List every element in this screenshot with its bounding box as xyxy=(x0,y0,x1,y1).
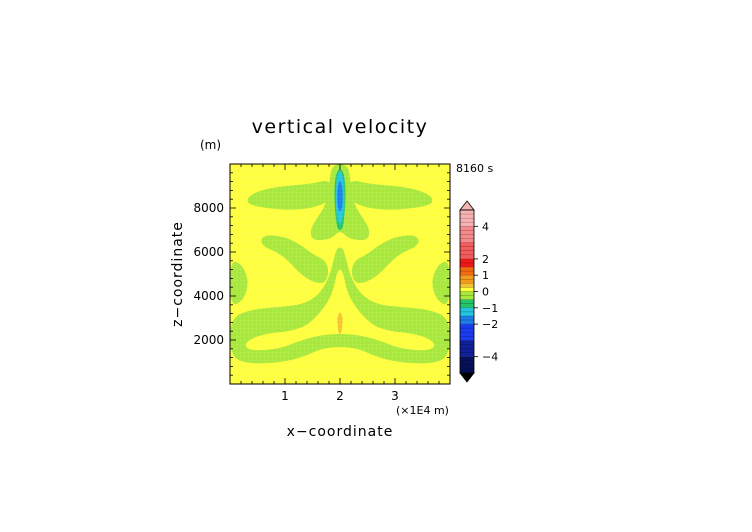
x-tick-label: 2 xyxy=(336,389,344,403)
y-unit-label: (m) xyxy=(200,138,221,152)
plot-grid-texture xyxy=(230,164,450,384)
x-axis-label: x−coordinate xyxy=(287,424,394,440)
colorbar-segment xyxy=(460,283,474,288)
chart-title: vertical velocity xyxy=(252,116,429,138)
colorbar-over-triangle xyxy=(459,200,475,211)
colorbar-label: 2 xyxy=(482,253,489,266)
colorbar-segment xyxy=(460,287,474,292)
y-tick-label: 6000 xyxy=(193,245,224,259)
colorbar-label: 0 xyxy=(482,286,489,299)
colorbar: 4 2 1 0 −1 −2 −4 xyxy=(459,200,498,383)
axis-ticks: 1 2 3 2000 4000 6000 8000 xyxy=(193,163,451,403)
time-label: 8160 s xyxy=(456,162,493,175)
colorbar-label: −2 xyxy=(482,318,498,331)
y-tick-label: 4000 xyxy=(193,289,224,303)
colorbar-label: 4 xyxy=(482,220,489,233)
colorbar-label: 1 xyxy=(482,269,489,282)
colorbar-under-triangle xyxy=(459,372,475,383)
x-tick-label: 1 xyxy=(281,389,289,403)
y-tick-label: 8000 xyxy=(193,201,224,215)
x-tick-label: 3 xyxy=(391,389,399,403)
y-axis-label: z−coordinate xyxy=(170,221,186,327)
colorbar-label: −4 xyxy=(482,351,498,364)
colorbar-label: −1 xyxy=(482,302,498,315)
y-tick-label: 2000 xyxy=(193,333,224,347)
x-unit-label: (×1E4 m) xyxy=(396,404,449,417)
